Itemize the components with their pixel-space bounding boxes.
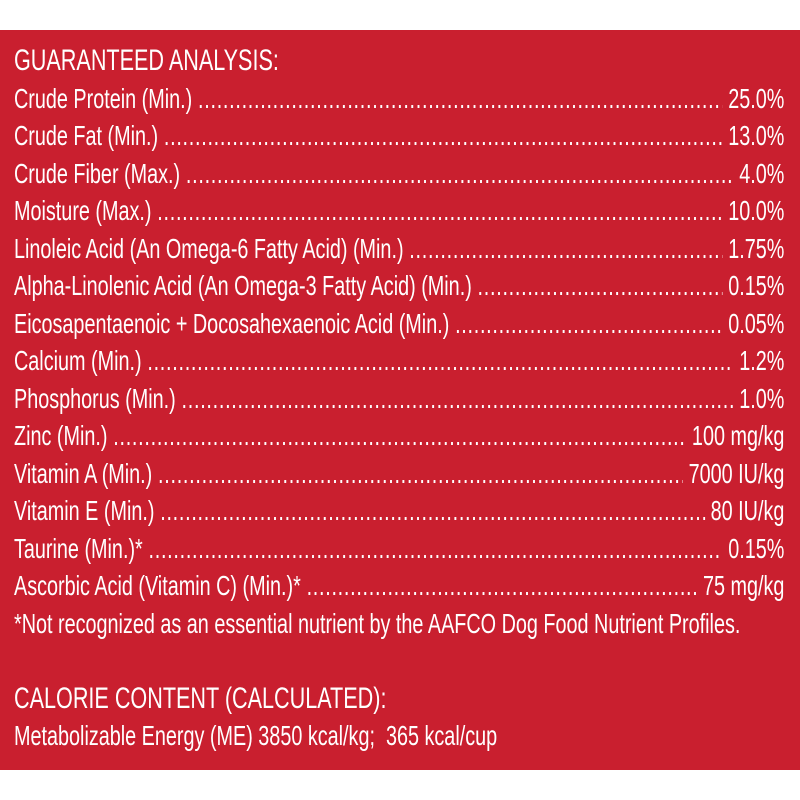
dot-leader: ........................................… [455,307,723,339]
nutrient-value: 1.0% [739,382,785,414]
dot-leader: ........................................… [477,270,723,301]
analysis-row: Moisture (Max.).........................… [14,192,784,230]
nutrient-label: Crude Protein (Min.) [14,82,193,114]
analysis-row: Taurine (Min.)*.........................… [14,530,784,568]
nutrient-value: 100 mg/kg [691,420,785,451]
analysis-row: Linoleic Acid (An Omega-6 Fatty Acid) (M… [14,230,784,268]
dot-leader: ........................................… [160,495,705,526]
analysis-row: Phosphorus (Min.).......................… [14,380,784,418]
nutrient-label: Alpha-Linolenic Acid (An Omega-3 Fatty A… [14,270,472,301]
nutrient-value: 0.15% [728,270,785,301]
nutrient-value: 25.0% [728,82,785,114]
analysis-row: Crude Fiber (Max.)......................… [14,155,784,193]
nutrient-value: 10.0% [728,195,785,226]
dot-leader: ........................................… [113,420,687,451]
guaranteed-analysis-heading: GUARANTEED ANALYSIS: [14,44,279,77]
dot-leader: ........................................… [306,570,698,601]
analysis-row: Ascorbic Acid (Vitamin C) (Min.)*.......… [14,567,784,605]
analysis-row: Alpha-Linolenic Acid (An Omega-3 Fatty A… [14,267,784,305]
label-content: GUARANTEED ANALYSIS: Crude Protein (Min.… [14,42,784,755]
nutrient-label: Eicosapentaenoic + Docosahexaenoic Acid … [14,307,450,339]
nutrient-label: Crude Fat (Min.) [14,120,159,151]
nutrient-label: Taurine (Min.)* [14,532,143,564]
dot-leader: ........................................… [198,82,722,114]
calorie-content-heading: CALORIE CONTENT (CALCULATED): [14,681,387,715]
analysis-row: Calcium (Min.)..........................… [14,342,784,380]
dot-leader: ........................................… [148,532,723,564]
nutrient-label: Vitamin E (Min.) [14,495,155,526]
analysis-row: Crude Fat (Min.)........................… [14,117,784,155]
analysis-table: Crude Protein (Min.)....................… [14,80,784,605]
nutrient-label: Vitamin A (Min.) [14,457,153,489]
dot-leader: ........................................… [157,195,722,226]
dot-leader: ........................................… [185,157,734,189]
nutrient-label: Phosphorus (Min.) [14,382,176,414]
nutrient-label: Moisture (Max.) [14,195,152,226]
dot-leader: ........................................… [158,457,683,489]
analysis-row: Vitamin E (Min.)........................… [14,492,784,530]
analysis-row: Zinc (Min.).............................… [14,417,784,455]
nutrient-label: Calcium (Min.) [14,345,142,376]
nutrient-value: 0.05% [728,307,785,339]
spacer [14,642,784,680]
analysis-row: Eicosapentaenoic + Docosahexaenoic Acid … [14,305,784,343]
nutrient-value: 75 mg/kg [702,570,785,601]
calorie-content-text: Metabolizable Energy (ME) 3850 kcal/kg; … [14,720,498,751]
footnote: *Not recognized as an essential nutrient… [14,607,741,639]
nutrient-value: 7000 IU/kg [688,457,785,489]
dot-leader: ........................................… [409,232,722,264]
analysis-row: Vitamin A (Min.)........................… [14,455,784,493]
nutrition-label-panel: GUARANTEED ANALYSIS: Crude Protein (Min.… [0,30,800,770]
nutrient-value: 80 IU/kg [710,495,785,526]
analysis-row: Crude Protein (Min.)....................… [14,80,784,118]
nutrient-label: Ascorbic Acid (Vitamin C) (Min.)* [14,570,301,601]
dot-leader: ........................................… [147,345,733,376]
nutrient-value: 1.2% [739,345,785,376]
nutrient-value: 13.0% [728,120,785,151]
nutrient-value: 0.15% [728,532,785,564]
nutrient-value: 4.0% [739,157,785,189]
nutrient-label: Crude Fiber (Max.) [14,157,181,189]
nutrient-label: Zinc (Min.) [14,420,108,451]
dot-leader: ........................................… [163,120,723,151]
dot-leader: ........................................… [181,382,734,414]
nutrient-value: 1.75% [728,232,785,264]
nutrient-label: Linoleic Acid (An Omega-6 Fatty Acid) (M… [14,232,404,264]
